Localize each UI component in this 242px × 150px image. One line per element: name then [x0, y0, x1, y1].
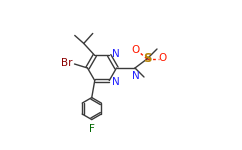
Text: N: N [112, 76, 120, 87]
Text: O: O [158, 53, 166, 63]
Text: Br: Br [61, 58, 73, 68]
Text: O: O [131, 45, 139, 55]
Text: N: N [112, 50, 120, 59]
Text: F: F [89, 124, 95, 134]
Text: N: N [132, 71, 140, 81]
Text: S: S [143, 51, 151, 64]
